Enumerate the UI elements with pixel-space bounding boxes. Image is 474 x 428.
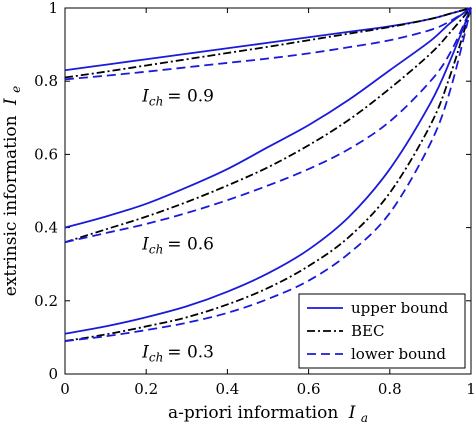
x-tick-label: 0.2: [134, 380, 158, 398]
series-layer: [64, 7, 472, 342]
annotation-sub: ch: [149, 243, 163, 257]
series-line-bec-ich-0.3: [64, 7, 472, 342]
x-axis-label-symbol: I: [348, 403, 356, 423]
x-tick-label: 1: [466, 380, 474, 398]
y-tick-label: 0: [48, 365, 58, 383]
annotation-sub: ch: [149, 351, 163, 365]
x-axis-label: a-priori information I a: [168, 403, 368, 425]
series-line-lower-bound-ich-0.3: [64, 7, 472, 342]
y-tick-label: 0.6: [34, 145, 58, 163]
annotation-layer: Ich = 0.9 Ich = 0.6 Ich = 0.3: [141, 86, 214, 364]
y-axis-label: extrinsic information I e: [1, 86, 23, 296]
series-line-bec-ich-0.6: [64, 7, 472, 244]
series-line-lower-bound-ich-0.6: [64, 7, 472, 244]
y-tick-label: 0.8: [34, 72, 58, 90]
legend-label: lower bound: [351, 345, 446, 363]
annotation-value: = 0.6: [167, 235, 214, 255]
x-tick-label: 0.4: [215, 380, 239, 398]
y-axis-label-symbol: I: [1, 98, 21, 106]
x-tick-label: 0.6: [297, 380, 321, 398]
annotation-symbol: I: [141, 343, 149, 363]
series-line-upper-bound-ich-0.3: [64, 7, 472, 335]
legend: upper bound BEC lower bound: [298, 293, 466, 369]
series-line-bec-ich-0.9: [64, 7, 472, 79]
x-tick-label: 0: [60, 380, 70, 398]
y-tick-label: 1: [48, 0, 58, 17]
plot-area: 0 0.2 0.4 0.6 0.8 100.20.40.60.81 Ich = 0.9Ich…: [34, 0, 474, 398]
y-axis-label-text: extrinsic information: [1, 115, 21, 296]
x-tick-label: 0.8: [378, 380, 402, 398]
y-tick-label: 0.4: [34, 219, 58, 237]
x-axis-label-text: a-priori information: [168, 403, 338, 423]
annotation-ich: Ich = 0.3: [141, 343, 214, 365]
annotation-value: = 0.9: [167, 86, 214, 106]
annotation-symbol: I: [141, 235, 149, 255]
annotation-value: = 0.3: [167, 343, 214, 363]
annotation-ich: Ich = 0.6: [141, 235, 214, 257]
y-axis-label-sub: e: [9, 86, 23, 93]
series-line-lower-bound-ich-0.9: [64, 7, 472, 81]
annotation-sub: ch: [149, 94, 163, 108]
annotation-symbol: I: [141, 86, 149, 106]
y-tick-label: 0.2: [34, 292, 58, 310]
legend-label: BEC: [351, 322, 384, 340]
x-axis-label-sub: a: [361, 411, 368, 425]
annotation-ich: Ich = 0.9: [141, 86, 214, 108]
series-line-upper-bound-ich-0.6: [64, 7, 472, 229]
legend-label: upper bound: [351, 299, 449, 317]
